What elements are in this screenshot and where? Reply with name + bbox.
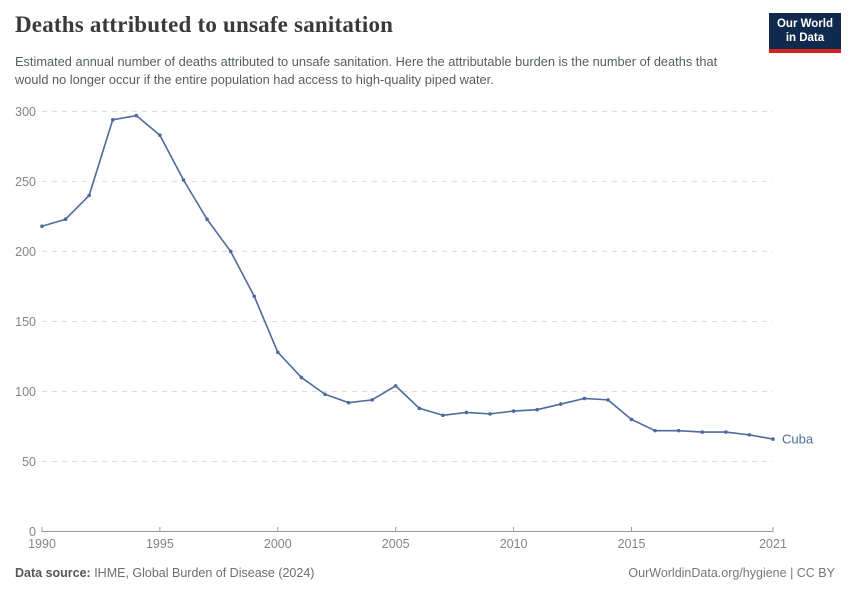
x-tick-label: 2010	[500, 537, 528, 551]
data-point-2016[interactable]	[653, 428, 657, 433]
data-point-2021[interactable]	[771, 437, 775, 441]
data-point-1990[interactable]	[40, 224, 44, 229]
data-point-2000[interactable]	[276, 350, 280, 355]
data-source-label: Data source:	[15, 566, 91, 580]
entity-label: Cuba	[782, 432, 814, 447]
data-point-1999[interactable]	[252, 294, 257, 299]
data-point-1994[interactable]	[134, 113, 139, 118]
x-tick-label: 1990	[28, 537, 56, 551]
chart-subtitle: Estimated annual number of deaths attrib…	[15, 54, 718, 87]
data-point-2007[interactable]	[441, 413, 445, 418]
data-point-2004[interactable]	[370, 398, 374, 402]
y-tick-label: 300	[15, 105, 36, 119]
data-point-2008[interactable]	[464, 410, 469, 415]
data-point-2015[interactable]	[629, 417, 634, 422]
data-source-value: IHME, Global Burden of Disease (2024)	[90, 566, 315, 580]
data-point-2003[interactable]	[346, 400, 351, 405]
x-tick-label: 2021	[759, 537, 787, 551]
owid-logo[interactable]: Our World in Data	[768, 13, 841, 53]
data-point-2013[interactable]	[582, 396, 587, 401]
owid-logo-line1: Our World	[776, 18, 833, 30]
data-point-2018[interactable]	[700, 430, 705, 434]
data-point-2009[interactable]	[488, 412, 492, 416]
data-point-1991[interactable]	[63, 217, 68, 222]
data-point-2019[interactable]	[724, 430, 728, 434]
owid-credit-link[interactable]: OurWorldinData.org/hygiene | CC BY	[628, 566, 835, 580]
page-title: Deaths attributed to unsafe sanitation	[15, 12, 394, 37]
data-point-1992[interactable]	[87, 193, 91, 198]
data-point-2010[interactable]	[511, 409, 516, 413]
data-point-2005[interactable]	[393, 384, 398, 388]
y-tick-label: 50	[22, 455, 36, 469]
data-point-2012[interactable]	[558, 402, 563, 406]
y-tick-label: 150	[15, 315, 36, 329]
data-point-2020[interactable]	[747, 433, 752, 437]
y-tick-label: 200	[15, 245, 36, 259]
data-point-2001[interactable]	[299, 375, 304, 380]
y-tick-label: 0	[29, 525, 36, 539]
data-point-1996[interactable]	[181, 178, 186, 182]
data-point-1997[interactable]	[205, 217, 209, 222]
y-tick-label: 250	[15, 175, 36, 189]
data-point-1995[interactable]	[158, 133, 162, 138]
data-point-2011[interactable]	[535, 407, 539, 412]
x-tick-label: 2015	[618, 537, 646, 551]
data-point-2017[interactable]	[676, 428, 681, 433]
data-source: Data source: IHME, Global Burden of Dise…	[15, 566, 314, 580]
data-point-1998[interactable]	[228, 249, 233, 254]
x-tick-label: 2000	[264, 537, 292, 551]
line-chart[interactable]: 0 50 100 150 200 250 300 1990 1995 2000 2005 2010 20…	[0, 95, 850, 565]
owid-logo-line2: in Data	[785, 31, 825, 44]
data-point-1993[interactable]	[110, 118, 115, 122]
x-tick-label: 2005	[382, 537, 410, 551]
x-tick-label: 1995	[146, 537, 174, 551]
series-line-cuba[interactable]	[41, 114, 774, 440]
y-tick-label: 100	[15, 385, 36, 399]
data-point-2014[interactable]	[606, 398, 610, 402]
data-point-2002[interactable]	[323, 392, 327, 397]
chart-footer: Data source: IHME, Global Burden of Dise…	[15, 566, 835, 580]
data-point-2006[interactable]	[417, 406, 422, 411]
